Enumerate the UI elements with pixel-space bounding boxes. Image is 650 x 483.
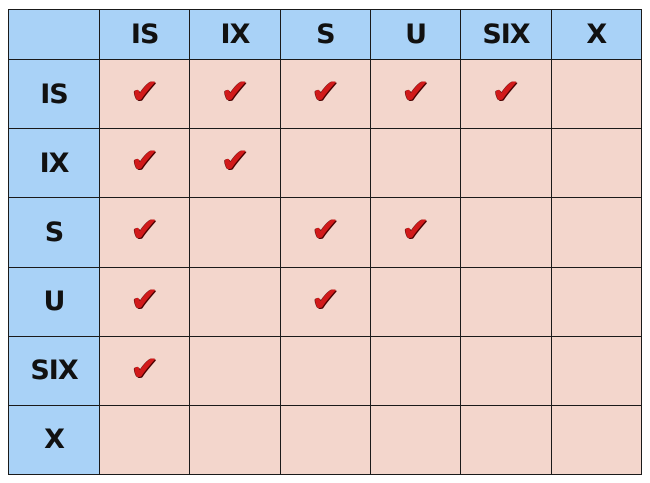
table-row: U ✔ ✔ xyxy=(8,266,643,337)
column-header-ix: IX xyxy=(189,8,281,61)
matrix-cell: ✔ xyxy=(369,197,462,268)
matrix-cell xyxy=(189,404,281,476)
matrix-cell xyxy=(460,266,552,337)
matrix-cell: ✔ xyxy=(369,59,462,130)
matrix-cell xyxy=(369,128,462,199)
matrix-cell: ✔ xyxy=(279,266,371,337)
table-row: IS ✔ ✔ ✔ ✔ ✔ xyxy=(8,59,643,130)
matrix-cell xyxy=(550,128,643,199)
matrix-cell xyxy=(460,404,552,476)
column-header-is: IS xyxy=(98,8,191,61)
column-header-s: S xyxy=(279,8,371,61)
matrix-cell xyxy=(279,128,371,199)
row-header-x: X xyxy=(8,404,100,476)
matrix-cell xyxy=(189,266,281,337)
matrix-cell xyxy=(550,197,643,268)
lock-compatibility-matrix: IS IX S U SIX X IS ✔ ✔ ✔ ✔ ✔ IX ✔ ✔ S ✔ ✔ ✔ U ✔ ✔ SIX ✔ X xyxy=(8,8,643,476)
matrix-cell: ✔ xyxy=(189,59,281,130)
matrix-cell xyxy=(279,404,371,476)
matrix-cell: ✔ xyxy=(460,59,552,130)
row-header-ix: IX xyxy=(8,128,100,199)
matrix-cell xyxy=(550,404,643,476)
matrix-cell xyxy=(279,335,371,406)
matrix-cell xyxy=(550,59,643,130)
checkmark-icon: ✔ xyxy=(130,279,159,320)
matrix-cell xyxy=(550,266,643,337)
matrix-cell xyxy=(369,266,462,337)
matrix-cell: ✔ xyxy=(98,128,191,199)
checkmark-icon: ✔ xyxy=(130,348,159,389)
table-row: IX ✔ ✔ xyxy=(8,128,643,199)
matrix-cell: ✔ xyxy=(279,59,371,130)
checkmark-icon: ✔ xyxy=(401,210,430,251)
row-header-s: S xyxy=(8,197,100,268)
matrix-cell xyxy=(98,404,191,476)
checkmark-icon: ✔ xyxy=(130,210,159,251)
checkmark-icon: ✔ xyxy=(130,141,159,182)
checkmark-icon: ✔ xyxy=(401,72,430,113)
matrix-cell: ✔ xyxy=(279,197,371,268)
table-row: SIX ✔ xyxy=(8,335,643,406)
checkmark-icon: ✔ xyxy=(311,279,340,320)
row-header-is: IS xyxy=(8,59,100,130)
matrix-cell xyxy=(460,197,552,268)
column-header-six: SIX xyxy=(460,8,552,61)
matrix-cell xyxy=(369,404,462,476)
checkmark-icon: ✔ xyxy=(220,72,250,113)
row-header-six: SIX xyxy=(8,335,100,406)
checkmark-icon: ✔ xyxy=(311,72,340,113)
matrix-body: IS IX S U SIX X IS ✔ ✔ ✔ ✔ ✔ IX ✔ ✔ S ✔ ✔ ✔ U ✔ ✔ SIX ✔ X xyxy=(8,8,643,476)
checkmark-icon: ✔ xyxy=(311,210,340,251)
header-row: IS IX S U SIX X xyxy=(8,8,643,61)
checkmark-icon: ✔ xyxy=(491,72,521,113)
matrix-cell: ✔ xyxy=(98,197,191,268)
matrix-cell xyxy=(189,335,281,406)
matrix-cell: ✔ xyxy=(98,335,191,406)
corner-cell xyxy=(8,8,100,61)
matrix-cell: ✔ xyxy=(189,128,281,199)
checkmark-icon: ✔ xyxy=(220,141,250,182)
column-header-u: U xyxy=(369,8,462,61)
checkmark-icon: ✔ xyxy=(130,72,159,113)
table-row: S ✔ ✔ ✔ xyxy=(8,197,643,268)
matrix-cell xyxy=(369,335,462,406)
row-header-u: U xyxy=(8,266,100,337)
table-row: X xyxy=(8,404,643,476)
matrix-cell: ✔ xyxy=(98,59,191,130)
matrix-cell xyxy=(189,197,281,268)
matrix-cell xyxy=(550,335,643,406)
matrix-cell: ✔ xyxy=(98,266,191,337)
matrix-cell xyxy=(460,128,552,199)
column-header-x: X xyxy=(550,8,643,61)
matrix-cell xyxy=(460,335,552,406)
